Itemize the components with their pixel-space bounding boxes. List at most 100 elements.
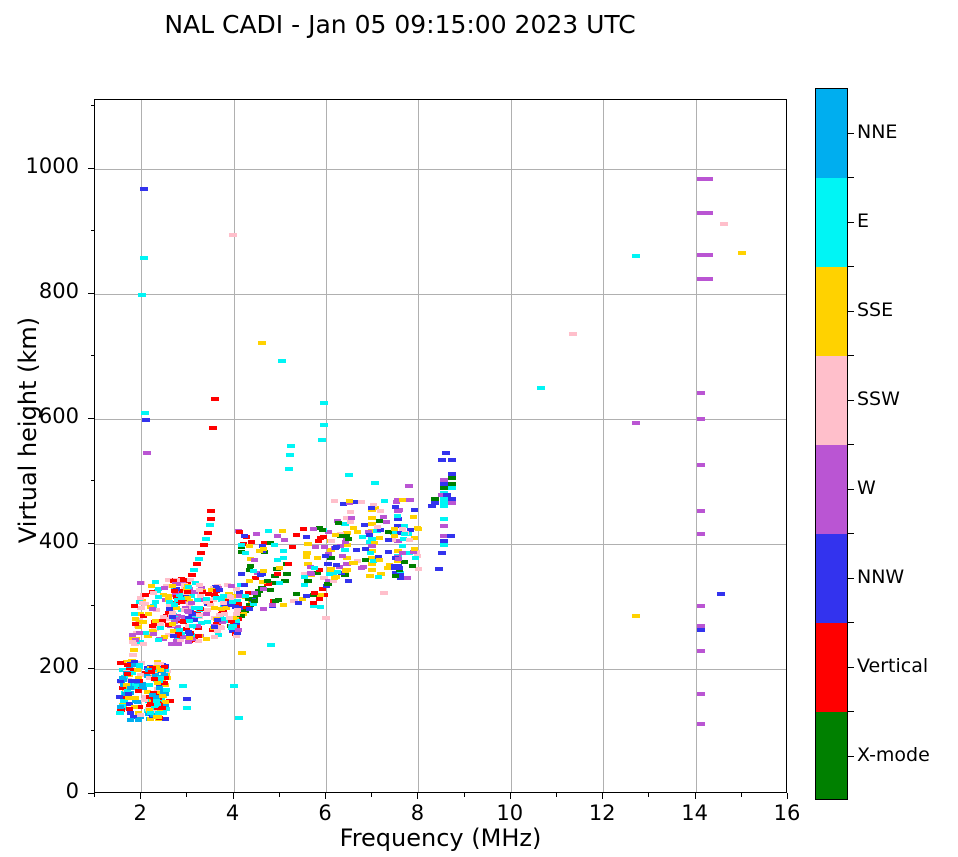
colorbar-tick (848, 221, 854, 223)
data-mark (155, 715, 163, 720)
data-mark (447, 457, 456, 462)
data-mark (285, 466, 294, 471)
data-mark (125, 701, 133, 706)
data-mark (329, 571, 337, 576)
data-mark (150, 591, 158, 596)
y-tick (88, 292, 94, 294)
data-mark (185, 609, 193, 614)
data-mark (151, 710, 159, 715)
data-mark (336, 564, 344, 569)
x-tick-minor (278, 793, 280, 797)
data-mark (255, 588, 263, 593)
data-mark (132, 696, 140, 701)
data-mark (697, 416, 706, 421)
data-mark (177, 600, 185, 605)
colorbar-segment (816, 267, 847, 356)
data-mark (705, 177, 714, 182)
data-mark (141, 694, 149, 699)
data-mark (345, 578, 353, 583)
data-mark (172, 593, 180, 597)
data-mark (164, 594, 172, 599)
data-mark (697, 390, 706, 395)
data-mark (271, 574, 280, 579)
data-mark (333, 519, 341, 524)
data-mark (259, 546, 267, 551)
data-mark (191, 618, 199, 623)
data-mark (151, 626, 160, 631)
data-mark (173, 595, 181, 600)
data-mark (178, 589, 187, 594)
data-mark (194, 556, 203, 561)
data-mark (280, 538, 288, 542)
data-mark (137, 581, 145, 586)
data-mark (117, 660, 125, 665)
data-mark (332, 545, 340, 550)
data-mark (154, 594, 162, 599)
data-mark (157, 675, 165, 680)
data-mark (364, 530, 372, 535)
colorbar-tick (848, 399, 854, 401)
data-mark (147, 670, 155, 675)
data-mark (237, 572, 245, 577)
data-mark (385, 562, 393, 567)
colorbar-tick (848, 577, 854, 579)
data-mark (130, 714, 138, 719)
data-mark (359, 565, 367, 570)
data-mark (170, 629, 178, 634)
data-mark (136, 705, 144, 710)
data-mark (697, 210, 706, 215)
data-mark (150, 707, 158, 712)
data-mark (241, 609, 250, 614)
data-mark (393, 559, 402, 564)
data-mark (119, 699, 128, 704)
data-mark (393, 549, 402, 554)
data-mark (220, 600, 228, 605)
data-mark (447, 496, 456, 501)
data-mark (258, 340, 267, 345)
data-mark (314, 555, 322, 560)
data-mark (301, 571, 310, 576)
data-mark (376, 557, 384, 562)
data-mark (151, 599, 159, 604)
data-mark (275, 580, 283, 585)
x-tick (787, 793, 788, 799)
data-mark (337, 543, 345, 548)
data-mark (408, 564, 416, 569)
data-mark (376, 508, 384, 513)
data-mark (368, 555, 377, 560)
data-mark (144, 612, 152, 617)
data-mark (182, 626, 190, 631)
data-mark (131, 611, 138, 616)
data-mark (250, 568, 258, 573)
gridline-horizontal (95, 168, 786, 170)
x-tick-minor (463, 793, 465, 797)
data-mark (216, 613, 224, 618)
data-mark (228, 584, 236, 589)
data-mark (177, 638, 185, 643)
data-mark (127, 685, 135, 690)
colorbar (815, 88, 848, 800)
data-mark (410, 536, 418, 541)
data-mark (130, 662, 138, 667)
data-mark (214, 633, 222, 638)
data-mark (245, 607, 253, 612)
data-mark (146, 604, 154, 609)
data-mark (398, 527, 406, 532)
data-mark (157, 622, 165, 627)
data-mark (232, 618, 240, 623)
x-tick-label: 8 (410, 801, 425, 825)
data-mark (126, 668, 135, 673)
data-mark (437, 551, 446, 556)
data-mark (697, 177, 706, 182)
data-mark (293, 533, 301, 538)
data-mark (233, 599, 241, 604)
data-mark (697, 276, 706, 281)
gridline-horizontal (95, 668, 786, 670)
data-mark (168, 642, 176, 647)
data-mark (165, 699, 174, 704)
data-mark (210, 625, 218, 630)
data-mark (218, 619, 226, 624)
data-mark (247, 556, 255, 561)
data-mark (128, 671, 136, 676)
data-mark (323, 582, 331, 587)
